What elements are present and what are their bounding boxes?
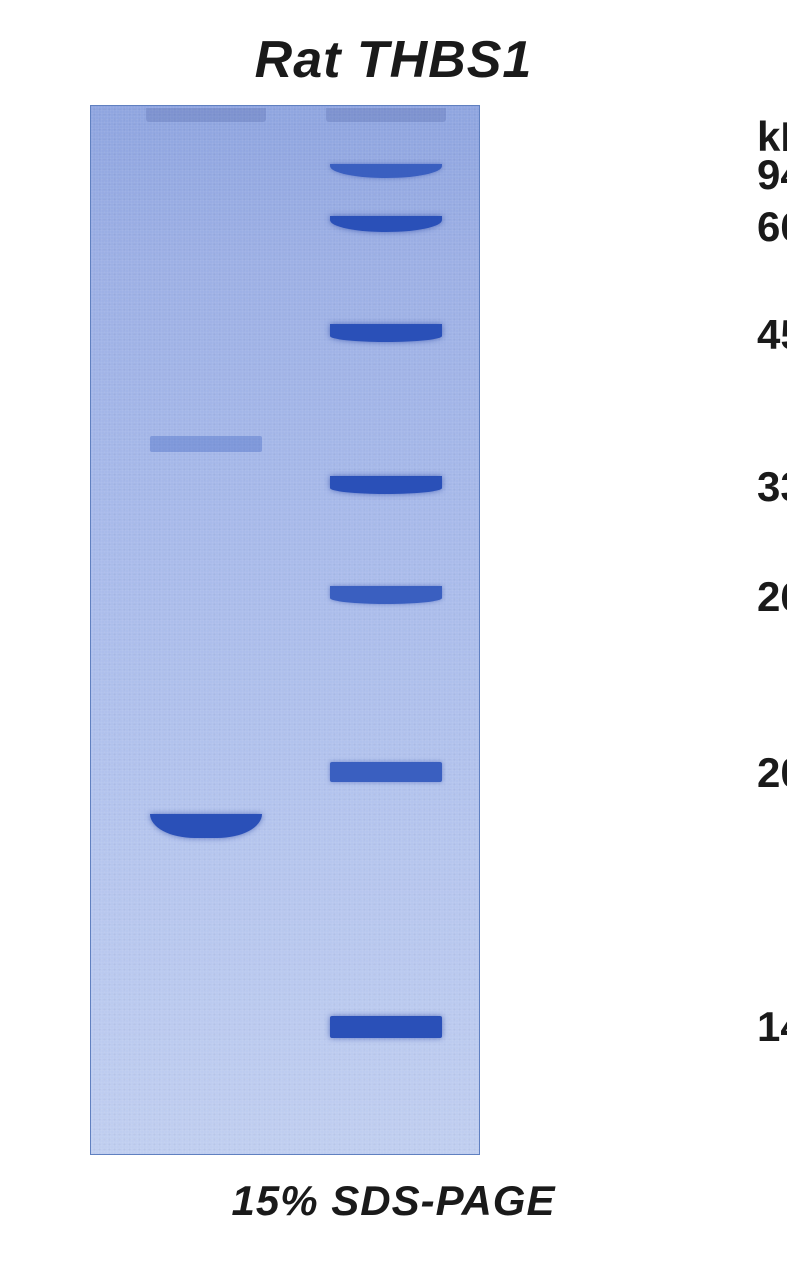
mw-label-66p2: 66.2 — [757, 203, 787, 251]
marker-band-20 — [330, 762, 442, 782]
gel-noise-overlay — [91, 106, 479, 1154]
sample-well — [146, 108, 266, 122]
figure-footer: 15% SDS-PAGE — [50, 1177, 737, 1225]
marker-band-94 — [330, 164, 442, 178]
mw-label-14p4: 14.4 — [757, 1003, 787, 1051]
mw-label-45: 45 — [757, 311, 787, 359]
sds-page-gel — [90, 105, 480, 1155]
mw-label-94: 94 — [757, 151, 787, 199]
figure-container: Rat THBS1 kDa 9466.24533262014.4 15% SDS… — [50, 0, 737, 1280]
mw-label-20: 20 — [757, 749, 787, 797]
marker-band-14p4 — [330, 1016, 442, 1038]
sample-band-0 — [150, 814, 262, 838]
gel-area: kDa 9466.24533262014.4 — [90, 105, 737, 1155]
marker-band-66p2 — [330, 216, 442, 232]
marker-band-33 — [330, 476, 442, 494]
figure-title: Rat THBS1 — [50, 0, 737, 105]
marker-well — [326, 108, 446, 122]
sample-band-1 — [150, 436, 262, 452]
mw-label-26: 26 — [757, 573, 787, 621]
mw-label-33: 33 — [757, 463, 787, 511]
marker-band-26 — [330, 586, 442, 604]
marker-band-45 — [330, 324, 442, 342]
